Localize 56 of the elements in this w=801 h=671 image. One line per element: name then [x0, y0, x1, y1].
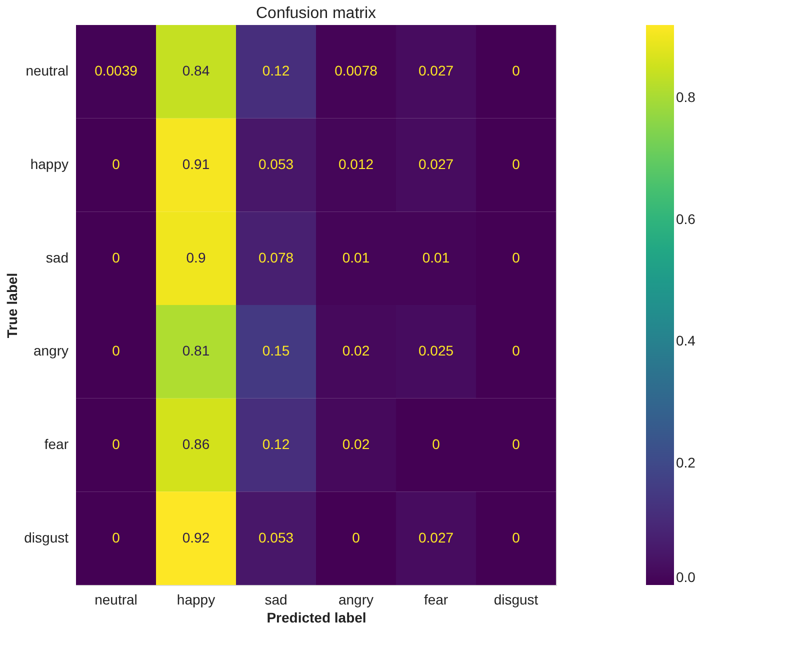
x-tick-label: angry — [338, 592, 374, 608]
data-label: 0.86 — [182, 436, 210, 452]
data-label: 0 — [112, 529, 120, 546]
data-label: 0.81 — [182, 342, 210, 359]
data-label: 0 — [512, 62, 520, 79]
data-label: 0.92 — [182, 529, 210, 546]
data-label: 0.0039 — [94, 62, 138, 79]
y-tick-label: sad — [46, 249, 68, 266]
data-label: 0.84 — [182, 62, 210, 79]
data-label: 0 — [112, 249, 120, 266]
x-tick-label: happy — [176, 592, 216, 608]
y-tick-label: fear — [44, 436, 69, 452]
x-tick-label: disgust — [494, 592, 538, 608]
data-label: 0 — [112, 342, 120, 359]
y-tick-label: happy — [30, 156, 68, 172]
data-label: 0.12 — [262, 436, 290, 452]
data-label: 0.012 — [338, 156, 374, 172]
data-label: 0.027 — [418, 529, 454, 546]
data-label: 0.027 — [418, 156, 454, 172]
color-bar-label: 0.0 — [676, 569, 696, 585]
color-bar-label: 0.4 — [676, 332, 696, 349]
y-tick-label: disgust — [24, 529, 69, 546]
data-label: 0.0078 — [334, 62, 378, 79]
data-label: 0.02 — [342, 436, 370, 452]
data-label: 0.02 — [342, 342, 370, 359]
data-label: 0.9 — [186, 249, 206, 266]
data-label: 0 — [112, 156, 120, 172]
data-label: 0.91 — [182, 156, 210, 172]
data-label: 0 — [512, 529, 520, 546]
data-label: 0.078 — [258, 249, 294, 266]
color-bar-label: 0.2 — [676, 454, 696, 470]
data-label: 0.15 — [262, 342, 290, 359]
data-label: 0 — [352, 529, 360, 546]
data-label: 0 — [432, 436, 440, 452]
y-axis-title: True label — [4, 272, 20, 338]
data-label: 0 — [512, 342, 520, 359]
data-label: 0.053 — [258, 529, 294, 546]
x-tick-label: sad — [264, 592, 288, 608]
data-label: 0.027 — [418, 62, 454, 79]
data-label: 0.025 — [418, 342, 454, 359]
data-label: 0.053 — [258, 156, 294, 172]
data-label: 0 — [512, 156, 520, 172]
data-label: 0 — [512, 249, 520, 266]
y-tick-label: angry — [33, 342, 68, 359]
color-bar-label: 0.6 — [676, 210, 696, 227]
data-label: 0.12 — [262, 62, 290, 79]
x-tick-label: fear — [424, 592, 448, 608]
x-axis-title: Predicted label — [266, 610, 366, 626]
y-tick-label: neutral — [26, 62, 68, 79]
data-label: 0 — [512, 436, 520, 452]
data-label: 0 — [112, 436, 120, 452]
data-label: 0.01 — [422, 249, 450, 266]
x-tick-label: neutral — [94, 592, 138, 608]
chart-title: Confusion matrix — [256, 5, 376, 22]
data-label: 0.01 — [342, 249, 370, 266]
color-bar-label: 0.8 — [676, 89, 696, 106]
